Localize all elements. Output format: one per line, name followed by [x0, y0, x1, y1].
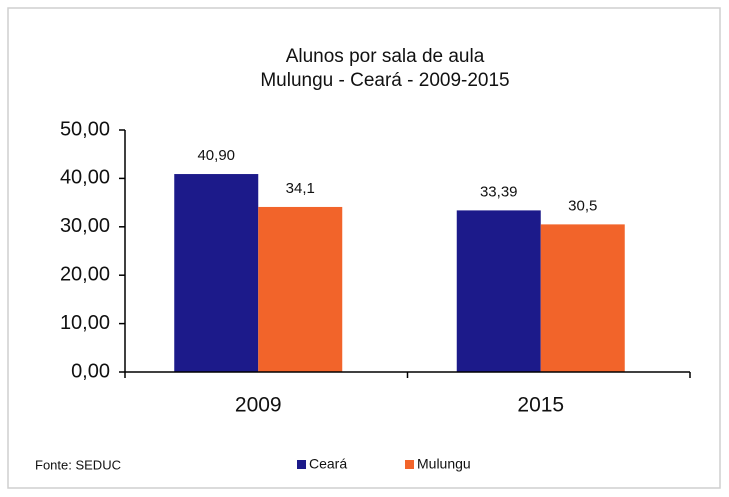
bar [258, 206, 343, 372]
value-label: 30,5 [568, 197, 597, 214]
y-tick-label: 0,00 [71, 360, 110, 382]
source-note: Fonte: SEDUC [35, 457, 121, 472]
bar [540, 224, 625, 372]
value-label: 33,39 [480, 183, 518, 200]
y-tick-label: 50,00 [60, 118, 110, 140]
y-tick-label: 20,00 [60, 263, 110, 285]
y-tick-label: 40,00 [60, 167, 110, 189]
chart-title: Alunos por sala de aula [286, 46, 485, 67]
legend-label: Ceará [309, 456, 347, 472]
legend-swatch [405, 460, 414, 469]
bar [174, 174, 259, 372]
y-tick-label: 30,00 [60, 215, 110, 237]
value-label: 40,90 [197, 147, 235, 164]
chart-subtitle: Mulungu - Ceará - 2009-2015 [260, 70, 509, 91]
value-label: 34,1 [286, 180, 315, 197]
legend-label: Mulungu [417, 456, 471, 472]
bar [456, 210, 541, 372]
x-tick-label: 2015 [517, 394, 564, 417]
legend-swatch [297, 460, 306, 469]
y-tick-label: 10,00 [60, 312, 110, 334]
x-tick-label: 2009 [235, 394, 282, 417]
